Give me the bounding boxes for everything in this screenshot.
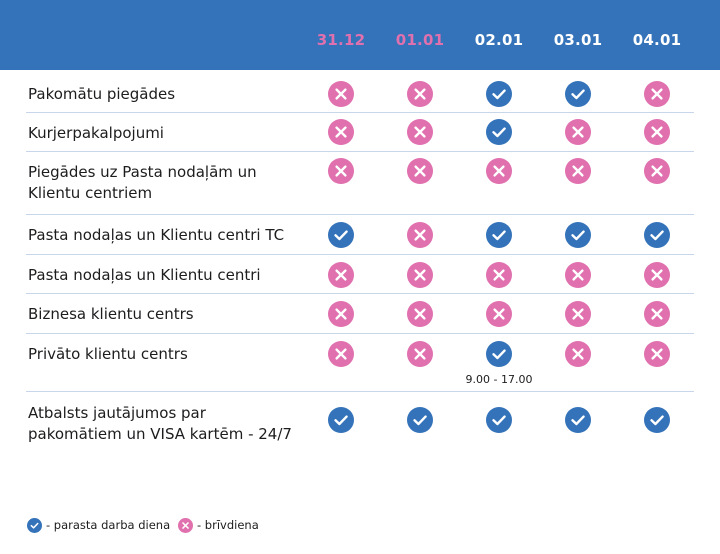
row-label: Pakomātu piegādes xyxy=(28,85,176,103)
date-col-1: 31.12 xyxy=(316,31,366,49)
row-label: Atbalsts jautājumos par pakomātiem un VI… xyxy=(28,404,292,443)
check-circle-icon xyxy=(328,407,354,433)
cross-circle-icon xyxy=(328,341,354,367)
table-header: 31.12 01.01 02.01 03.01 04.01 xyxy=(0,0,720,70)
legend-check-label: - parasta darba diena xyxy=(46,518,171,532)
row-label: Piegādes uz Pasta nodaļām un Klientu cen… xyxy=(28,163,257,202)
date-col-3: 02.01 xyxy=(474,31,524,49)
cross-circle-icon xyxy=(565,341,591,367)
cross-circle-icon xyxy=(407,222,433,248)
cross-circle-icon xyxy=(328,158,354,184)
row-label: Pasta nodaļas un Klientu centri TC xyxy=(28,226,285,244)
check-circle-icon xyxy=(328,222,354,248)
cross-circle-icon xyxy=(407,158,433,184)
check-circle-icon xyxy=(486,222,512,248)
cross-circle-icon xyxy=(644,119,670,145)
date-col-4: 03.01 xyxy=(553,31,603,49)
cross-circle-icon xyxy=(486,301,512,327)
check-circle-icon xyxy=(407,407,433,433)
cross-circle-icon xyxy=(565,119,591,145)
date-col-2: 01.01 xyxy=(395,31,445,49)
cross-circle-icon xyxy=(644,301,670,327)
check-circle-icon xyxy=(565,407,591,433)
cross-circle-icon xyxy=(407,262,433,288)
cross-circle-icon xyxy=(407,119,433,145)
check-circle-icon xyxy=(486,119,512,145)
check-circle-icon xyxy=(486,341,512,367)
row-label: Pasta nodaļas un Klientu centri xyxy=(28,266,261,284)
cross-circle-icon xyxy=(565,262,591,288)
row-divider xyxy=(26,254,694,255)
row-label: Kurjerpakalpojumi xyxy=(28,124,164,142)
legend-cross-label: - brīvdiena xyxy=(197,518,259,532)
row-label: Biznesa klientu centrs xyxy=(28,305,194,323)
row-divider xyxy=(26,391,694,392)
cross-circle-icon xyxy=(328,119,354,145)
cross-circle-icon xyxy=(644,158,670,184)
check-circle-icon xyxy=(644,222,670,248)
row-divider xyxy=(26,112,694,113)
cross-circle-icon xyxy=(407,81,433,107)
check-circle-icon xyxy=(565,81,591,107)
opening-hours-note: 9.00 - 17.00 xyxy=(465,373,533,386)
cross-circle-icon xyxy=(565,158,591,184)
check-circle-icon xyxy=(486,81,512,107)
cross-circle-icon xyxy=(407,341,433,367)
cross-circle-icon xyxy=(644,341,670,367)
check-circle-icon xyxy=(486,407,512,433)
cross-circle-icon xyxy=(644,262,670,288)
cross-circle-icon xyxy=(178,518,193,533)
cross-circle-icon xyxy=(565,301,591,327)
cross-circle-icon xyxy=(486,262,512,288)
row-label: Privāto klientu centrs xyxy=(28,345,188,363)
date-col-5: 04.01 xyxy=(632,31,682,49)
cross-circle-icon xyxy=(328,301,354,327)
cross-circle-icon xyxy=(328,262,354,288)
check-circle-icon xyxy=(644,407,670,433)
cross-circle-icon xyxy=(644,81,670,107)
cross-circle-icon xyxy=(328,81,354,107)
check-circle-icon xyxy=(27,518,42,533)
cross-circle-icon xyxy=(486,158,512,184)
row-divider xyxy=(26,293,694,294)
cross-circle-icon xyxy=(407,301,433,327)
check-circle-icon xyxy=(565,222,591,248)
row-divider xyxy=(26,151,694,152)
row-divider xyxy=(26,333,694,334)
row-divider xyxy=(26,214,694,215)
